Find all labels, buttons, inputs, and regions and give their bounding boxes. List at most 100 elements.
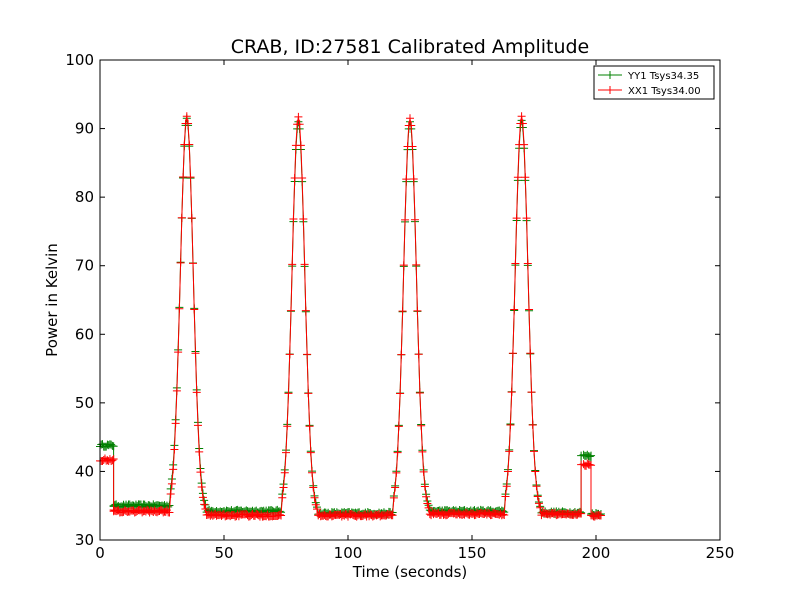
data-point-marker [279, 483, 288, 492]
data-point-marker [296, 141, 305, 150]
x-axis-label: Time (seconds) [352, 563, 468, 581]
data-point-marker [185, 140, 194, 149]
y-tick-label: 40 [75, 462, 94, 480]
data-point-marker [394, 422, 403, 431]
data-point-marker [532, 482, 541, 491]
data-point-marker [284, 389, 293, 398]
data-point-marker [401, 215, 410, 224]
data-point-marker [391, 483, 400, 492]
data-point-marker [167, 479, 176, 488]
data-point-marker [109, 442, 118, 451]
x-tick-label: 100 [334, 544, 363, 562]
data-point-marker [306, 448, 315, 457]
data-point-marker [195, 447, 204, 456]
legend-entry-label: YY1 Tsys34.35 [627, 71, 699, 82]
data-point-marker [192, 388, 201, 397]
data-point-marker [527, 388, 536, 397]
data-point-marker [413, 306, 422, 315]
data-point-marker [517, 112, 526, 121]
data-point-marker [175, 304, 184, 313]
data-point-marker [313, 505, 321, 514]
y-tick-label: 60 [75, 325, 94, 343]
data-point-marker [526, 349, 535, 358]
data-point-marker [398, 307, 407, 316]
data-point-marker [109, 454, 118, 463]
data-point-marker [525, 305, 534, 314]
data-point-marker [423, 499, 432, 508]
data-point-marker [283, 422, 292, 431]
plot-series-group [96, 112, 605, 521]
data-point-marker [587, 451, 596, 460]
data-point-marker [397, 350, 406, 359]
data-point-marker [501, 492, 510, 501]
y-tick-label: 90 [75, 120, 94, 138]
data-point-marker [169, 465, 178, 474]
data-point-marker [277, 511, 286, 520]
data-point-marker [523, 259, 532, 268]
data-point-marker [503, 467, 512, 476]
data-point-marker [506, 421, 515, 430]
data-point-marker [200, 500, 209, 509]
data-point-marker [174, 348, 183, 357]
data-point-marker [596, 511, 605, 520]
y-axis-ticks: 30 40 50 60 70 80 90 100 [65, 51, 720, 549]
y-tick-label: 30 [75, 531, 94, 549]
data-point-marker [415, 389, 424, 398]
x-tick-label: 150 [458, 544, 487, 562]
data-point-marker [295, 120, 304, 129]
data-point-marker [193, 421, 202, 430]
data-point-marker [528, 421, 537, 430]
data-point-marker [186, 173, 195, 182]
y-tick-label: 50 [75, 394, 94, 412]
data-point-marker [300, 260, 309, 269]
data-point-marker [507, 388, 516, 397]
data-point-marker [587, 461, 596, 470]
data-point-marker [533, 492, 542, 501]
data-point-marker [286, 306, 295, 315]
plot-area-frame [99, 59, 721, 541]
data-point-marker [412, 260, 421, 269]
data-point-marker [275, 510, 284, 519]
data-point-marker [521, 173, 530, 182]
data-point-marker [534, 499, 543, 508]
data-point-marker [414, 350, 423, 359]
data-point-marker [418, 447, 427, 456]
y-tick-label: 70 [75, 257, 94, 275]
data-point-marker [500, 511, 509, 520]
data-point-marker [304, 389, 313, 398]
data-point-marker [177, 213, 186, 222]
data-point-marker [522, 214, 531, 223]
data-point-marker [585, 460, 594, 469]
data-point-marker [278, 493, 287, 502]
data-point-marker [389, 493, 398, 502]
data-point-marker [299, 214, 308, 223]
y-tick-label: 100 [65, 51, 94, 69]
data-point-marker [536, 503, 545, 512]
data-point-marker [176, 258, 185, 267]
chart-title: CRAB, ID:27581 Calibrated Amplitude [231, 36, 590, 58]
data-point-marker [165, 508, 174, 517]
data-point-marker [190, 305, 199, 314]
data-point-marker [179, 173, 188, 182]
data-point-marker [419, 467, 428, 476]
data-point-marker [396, 389, 405, 398]
data-point-marker [189, 259, 197, 268]
series-line [99, 118, 602, 516]
data-point-marker [499, 510, 507, 519]
data-point-marker [511, 259, 520, 268]
data-point-marker [310, 493, 319, 502]
data-point-marker [191, 349, 200, 358]
data-point-marker [288, 260, 297, 269]
legend-swatch-marker [606, 71, 614, 79]
data-point-marker [393, 448, 402, 457]
x-axis-ticks: 0 50 100 150 200 250 [95, 60, 734, 562]
y-tick-label: 80 [75, 188, 94, 206]
data-point-marker [290, 173, 299, 182]
data-point-marker [505, 447, 514, 456]
data-point-marker [577, 509, 586, 518]
data-point-marker [422, 492, 431, 501]
data-point-marker [303, 350, 312, 359]
series-line [99, 116, 602, 518]
data-point-marker [182, 112, 191, 121]
data-point-marker [184, 119, 193, 128]
